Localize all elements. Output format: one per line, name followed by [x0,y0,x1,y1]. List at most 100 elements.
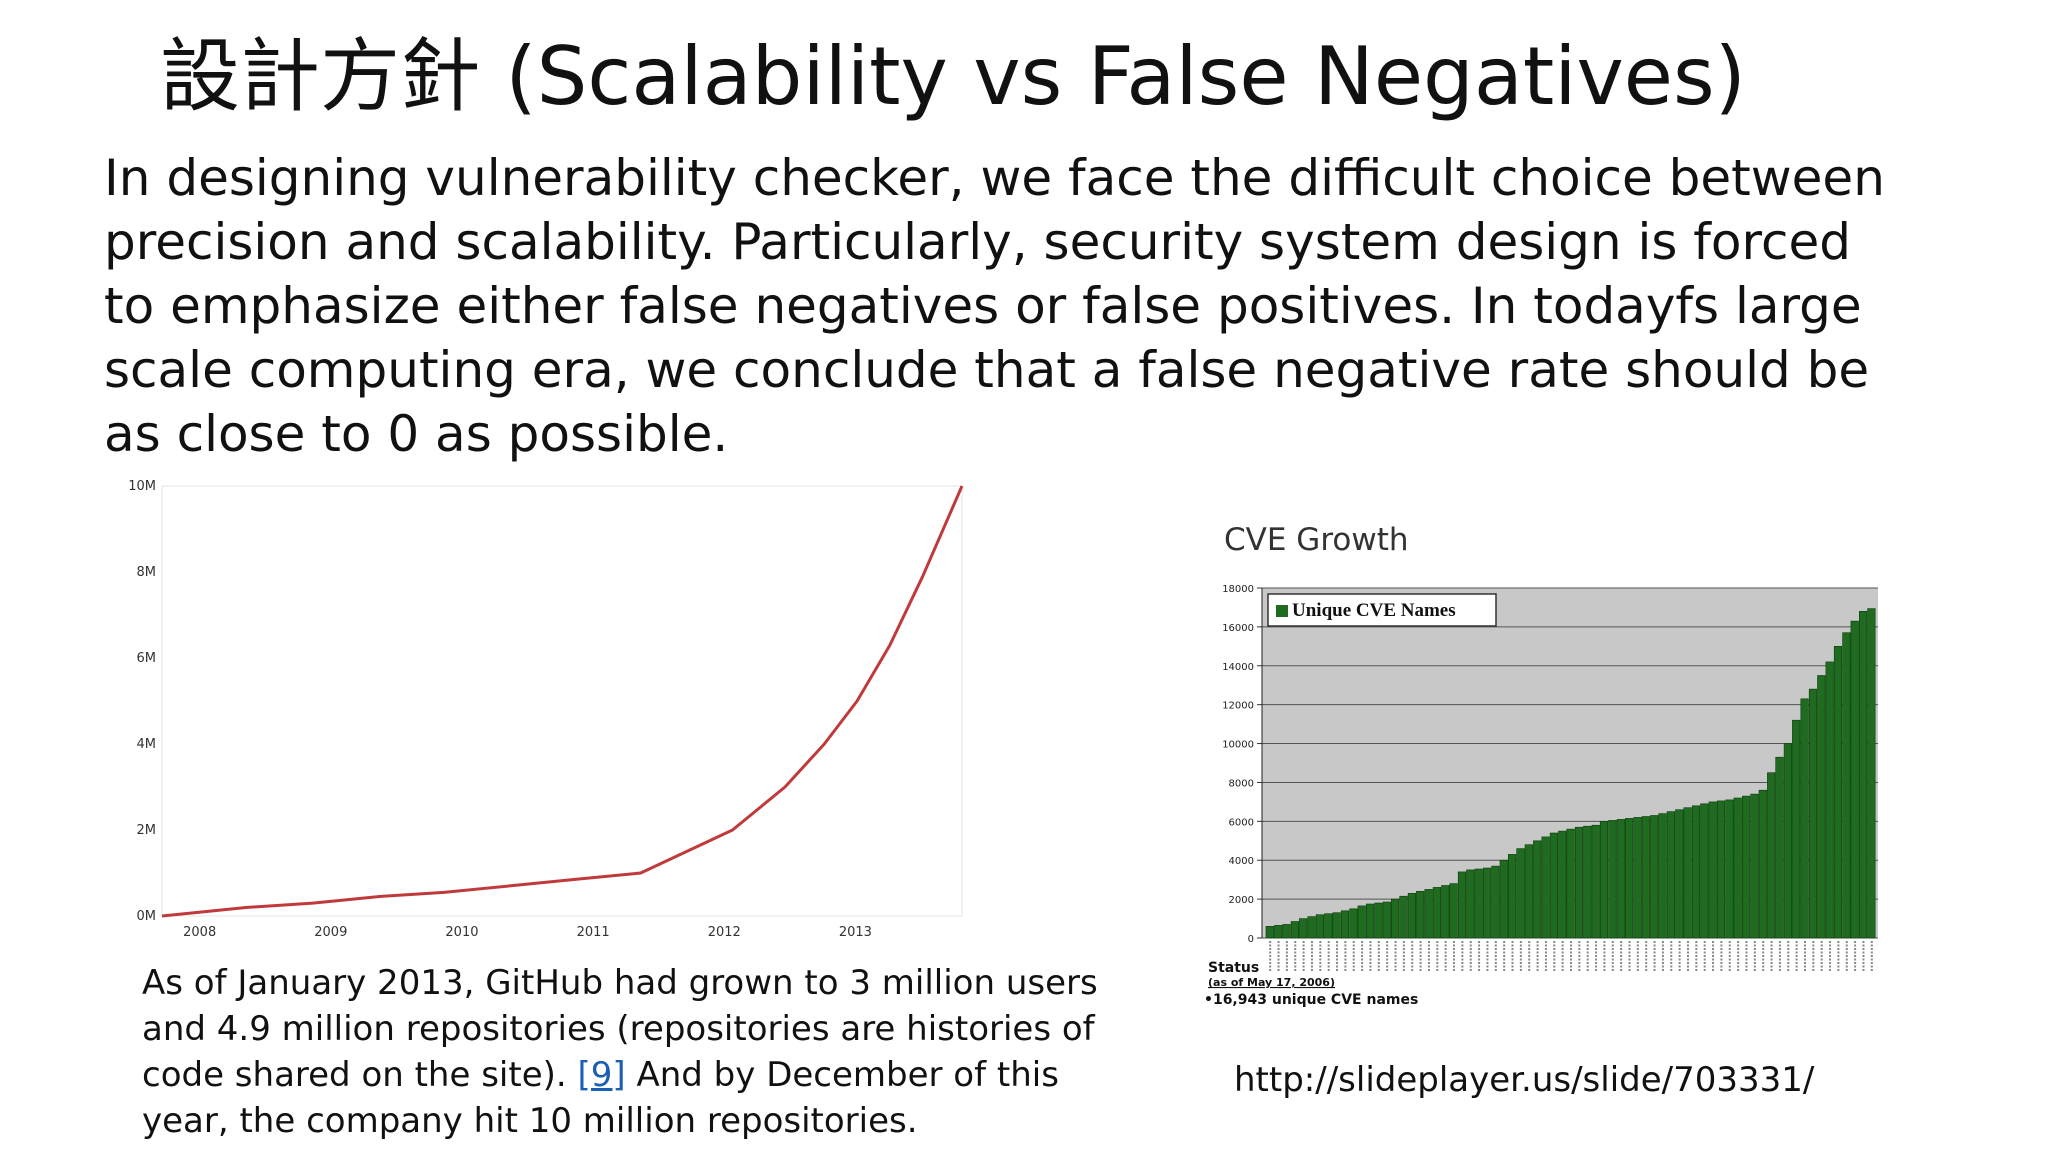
bar [1800,698,1809,939]
x-tick-label: 2013 [839,925,872,940]
x-tick-label: 2010 [445,925,478,940]
legend-label: Unique CVE Names [1292,600,1456,621]
bar [1399,895,1408,939]
bar [1357,905,1366,939]
y-tick-label: 4M [137,737,157,752]
bar [1324,913,1333,939]
github-repo-line-chart: 0M 2M 4M 6M 8M 10M 2008 2009 2010 2011 2012 2013 [128,479,964,940]
bar [1566,828,1575,939]
y-tick-label: 18000 [1222,584,1254,595]
bar [1591,824,1600,939]
bar [1767,772,1776,939]
status-date: (as of May 17, 2006) [1208,976,1335,989]
bar [1741,795,1751,939]
cve-growth-bar-chart: 0 2000 4000 6000 8000 10000 12000 14000 16000 180… [1204,584,1878,1008]
y-tick-label: 16000 [1222,623,1254,634]
body-paragraph: In designing vulnerability checker, we f… [104,149,1885,463]
bar [1407,892,1417,939]
y-tick-label: 0M [137,909,157,924]
y-tick-label: 14000 [1222,662,1254,673]
bar [1675,809,1684,939]
bar [1274,925,1283,939]
y-tick-label: 6000 [1229,817,1254,828]
bar [1583,825,1592,939]
bar [1558,830,1567,939]
bar [1382,901,1391,939]
bar [1541,836,1550,939]
bar [1817,675,1826,939]
x-tick-label: 2011 [577,925,610,940]
bar [1574,826,1584,939]
y-tick-label: 0 [1248,934,1254,945]
series-line [161,485,964,918]
status-count: •16,943 unique CVE names [1204,992,1418,1008]
bar [1650,815,1659,939]
bar [1842,632,1851,939]
bar [1599,821,1609,939]
bar [1775,756,1784,939]
bar [1307,916,1316,939]
bar [1349,908,1358,939]
bar [1290,921,1299,939]
bar [1658,813,1667,939]
bar [1792,719,1801,939]
status-label: Status [1208,960,1259,976]
legend-box [1267,593,1497,627]
bar [1507,854,1517,939]
bar [1391,898,1400,939]
y-tick-label: 10000 [1222,740,1254,751]
bar [1499,859,1508,939]
caption-text-2: And by December of this year, the compan… [142,1055,1059,1141]
bar [1750,793,1759,939]
plot-area [161,485,963,917]
bar [1616,819,1625,939]
y-tick-label: 2000 [1229,895,1254,906]
bar [1725,799,1734,939]
bar [1825,661,1834,939]
y-tick-label: 12000 [1222,701,1254,712]
bar [1858,610,1868,939]
bar [1833,646,1843,939]
bar [1666,811,1676,939]
x-tick-label: 2009 [314,925,347,940]
reference-link[interactable]: [9] [577,1055,626,1095]
y-tick-label: 10M [128,479,156,494]
bar [1466,869,1475,939]
bar [1733,797,1742,939]
bar [1633,817,1642,939]
x-tick-label: 2008 [183,925,216,940]
source-url[interactable]: http://slideplayer.us/slide/703331/ [1234,1060,1815,1100]
bar [1524,844,1533,939]
bar [1441,885,1450,939]
bar [1432,887,1442,939]
bar [1457,871,1467,939]
bar [1482,867,1492,939]
bar [1683,807,1692,939]
page-title: 設計方針 (Scalability vs False Negatives) [160,30,1746,123]
cve-chart-title: CVE Growth [1224,522,1409,558]
bar [1867,608,1876,939]
bar [1716,800,1726,939]
legend-swatch [1276,605,1288,617]
bar [1549,832,1559,939]
bar [1299,918,1308,939]
bar [1641,816,1650,939]
bar [1449,883,1458,939]
bar [1516,848,1525,939]
x-tick-label: 2012 [708,925,741,940]
bar [1691,805,1701,939]
bar [1758,789,1767,939]
bar [1340,910,1350,939]
bar [1366,903,1375,939]
bar [1282,924,1291,939]
caption-text-1: As of January 2013, GitHub had grown to … [142,963,1098,1095]
bar [1708,801,1717,939]
bar [1265,925,1274,939]
bar [1416,890,1425,939]
y-tick-label: 6M [137,651,157,666]
y-tick-label: 8M [137,565,157,580]
chart-caption: As of January 2013, GitHub had grown to … [142,960,1122,1144]
bar [1533,840,1542,939]
bar [1374,902,1383,939]
bar [1424,889,1433,939]
